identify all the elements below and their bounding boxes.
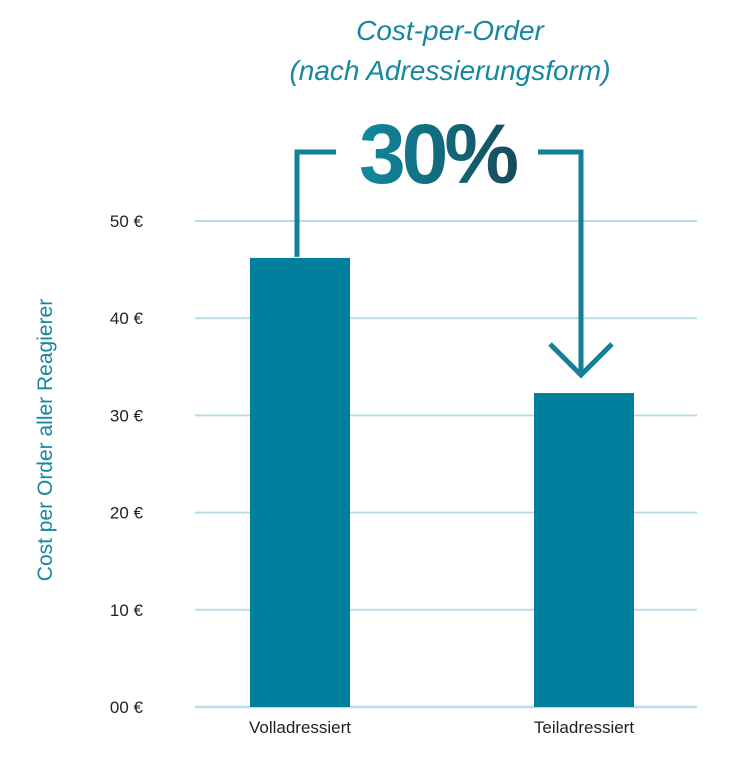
bar-volladressiert: [250, 257, 350, 707]
y-tick-label: 00 €: [110, 698, 144, 717]
reduction-percentage: 30%: [359, 107, 517, 201]
chart-subtitle: (nach Adressierungsform): [289, 55, 610, 86]
y-axis-label: Cost per Order aller Reagierer: [34, 299, 57, 581]
chart-title: Cost-per-Order: [356, 15, 545, 46]
bar-teiladressiert: [534, 393, 634, 707]
y-tick-labels: 00 € 10 € 20 € 30 € 40 € 50 €: [110, 212, 144, 717]
category-label: Volladressiert: [249, 718, 351, 737]
y-tick-label: 40 €: [110, 309, 144, 328]
reduction-arrow-head: [548, 342, 614, 379]
y-tick-label: 20 €: [110, 504, 144, 523]
category-label: Teiladressiert: [534, 718, 634, 737]
reduction-arrow-line: [294, 149, 584, 376]
category-labels: Volladressiert Teiladressiert: [249, 718, 634, 737]
y-tick-label: 50 €: [110, 212, 144, 231]
bars: [250, 257, 634, 707]
y-tick-label: 30 €: [110, 406, 144, 425]
y-tick-label: 10 €: [110, 601, 144, 620]
